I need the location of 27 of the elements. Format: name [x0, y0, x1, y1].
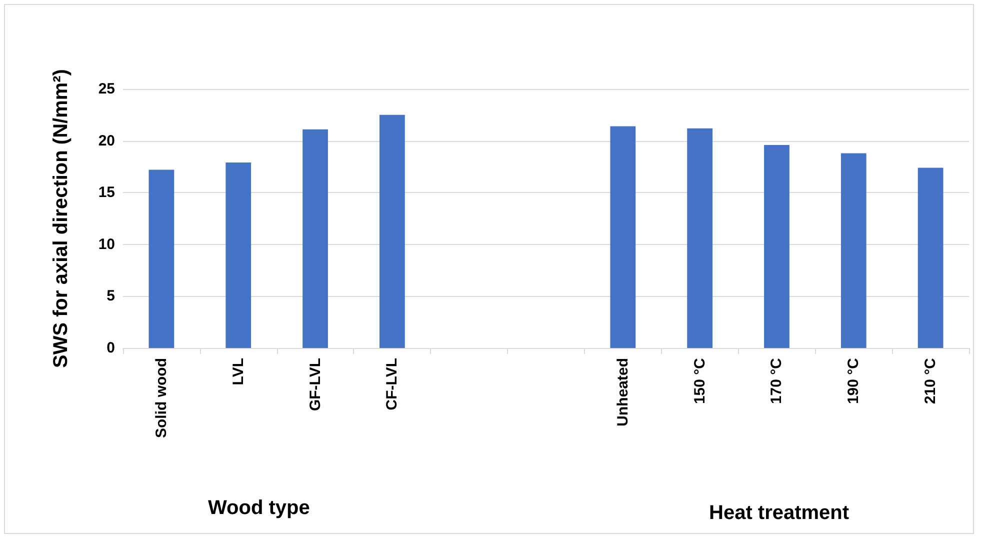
- bar: [148, 170, 174, 348]
- x-tick-label: CF-LVL: [384, 358, 401, 410]
- bar: [226, 162, 252, 348]
- x-tick-label: 150 °C: [691, 358, 708, 404]
- text: Wood type: [208, 497, 310, 519]
- x-tick-label: Unheated: [614, 358, 632, 426]
- y-tick-label: 0: [106, 340, 115, 356]
- bar: [840, 153, 866, 348]
- bar: [302, 129, 328, 348]
- bar: [687, 128, 713, 348]
- bar: [764, 144, 790, 348]
- x-tick-label: 170 °C: [768, 358, 786, 404]
- y-tick-label: 20: [98, 132, 115, 150]
- bar: [610, 126, 636, 348]
- y-tick-label: 5: [106, 288, 115, 305]
- bar: [918, 168, 944, 348]
- x-tick-label: GF-LVL: [306, 358, 324, 412]
- bar: [379, 114, 405, 348]
- x-tick-label: LVL: [230, 358, 247, 386]
- y-tick-label: 25: [98, 80, 115, 98]
- y-tick-label: 10: [98, 236, 115, 253]
- y-axis-title: SWS for axial direction (N/mm²): [50, 69, 72, 368]
- y-tick-label: 15: [98, 184, 115, 202]
- text: Heat treatment: [709, 502, 850, 524]
- x-tick-label: Solid wood: [152, 358, 170, 438]
- x-tick-label: 190 °C: [845, 358, 862, 404]
- x-tick-label: 210 °C: [922, 358, 940, 404]
